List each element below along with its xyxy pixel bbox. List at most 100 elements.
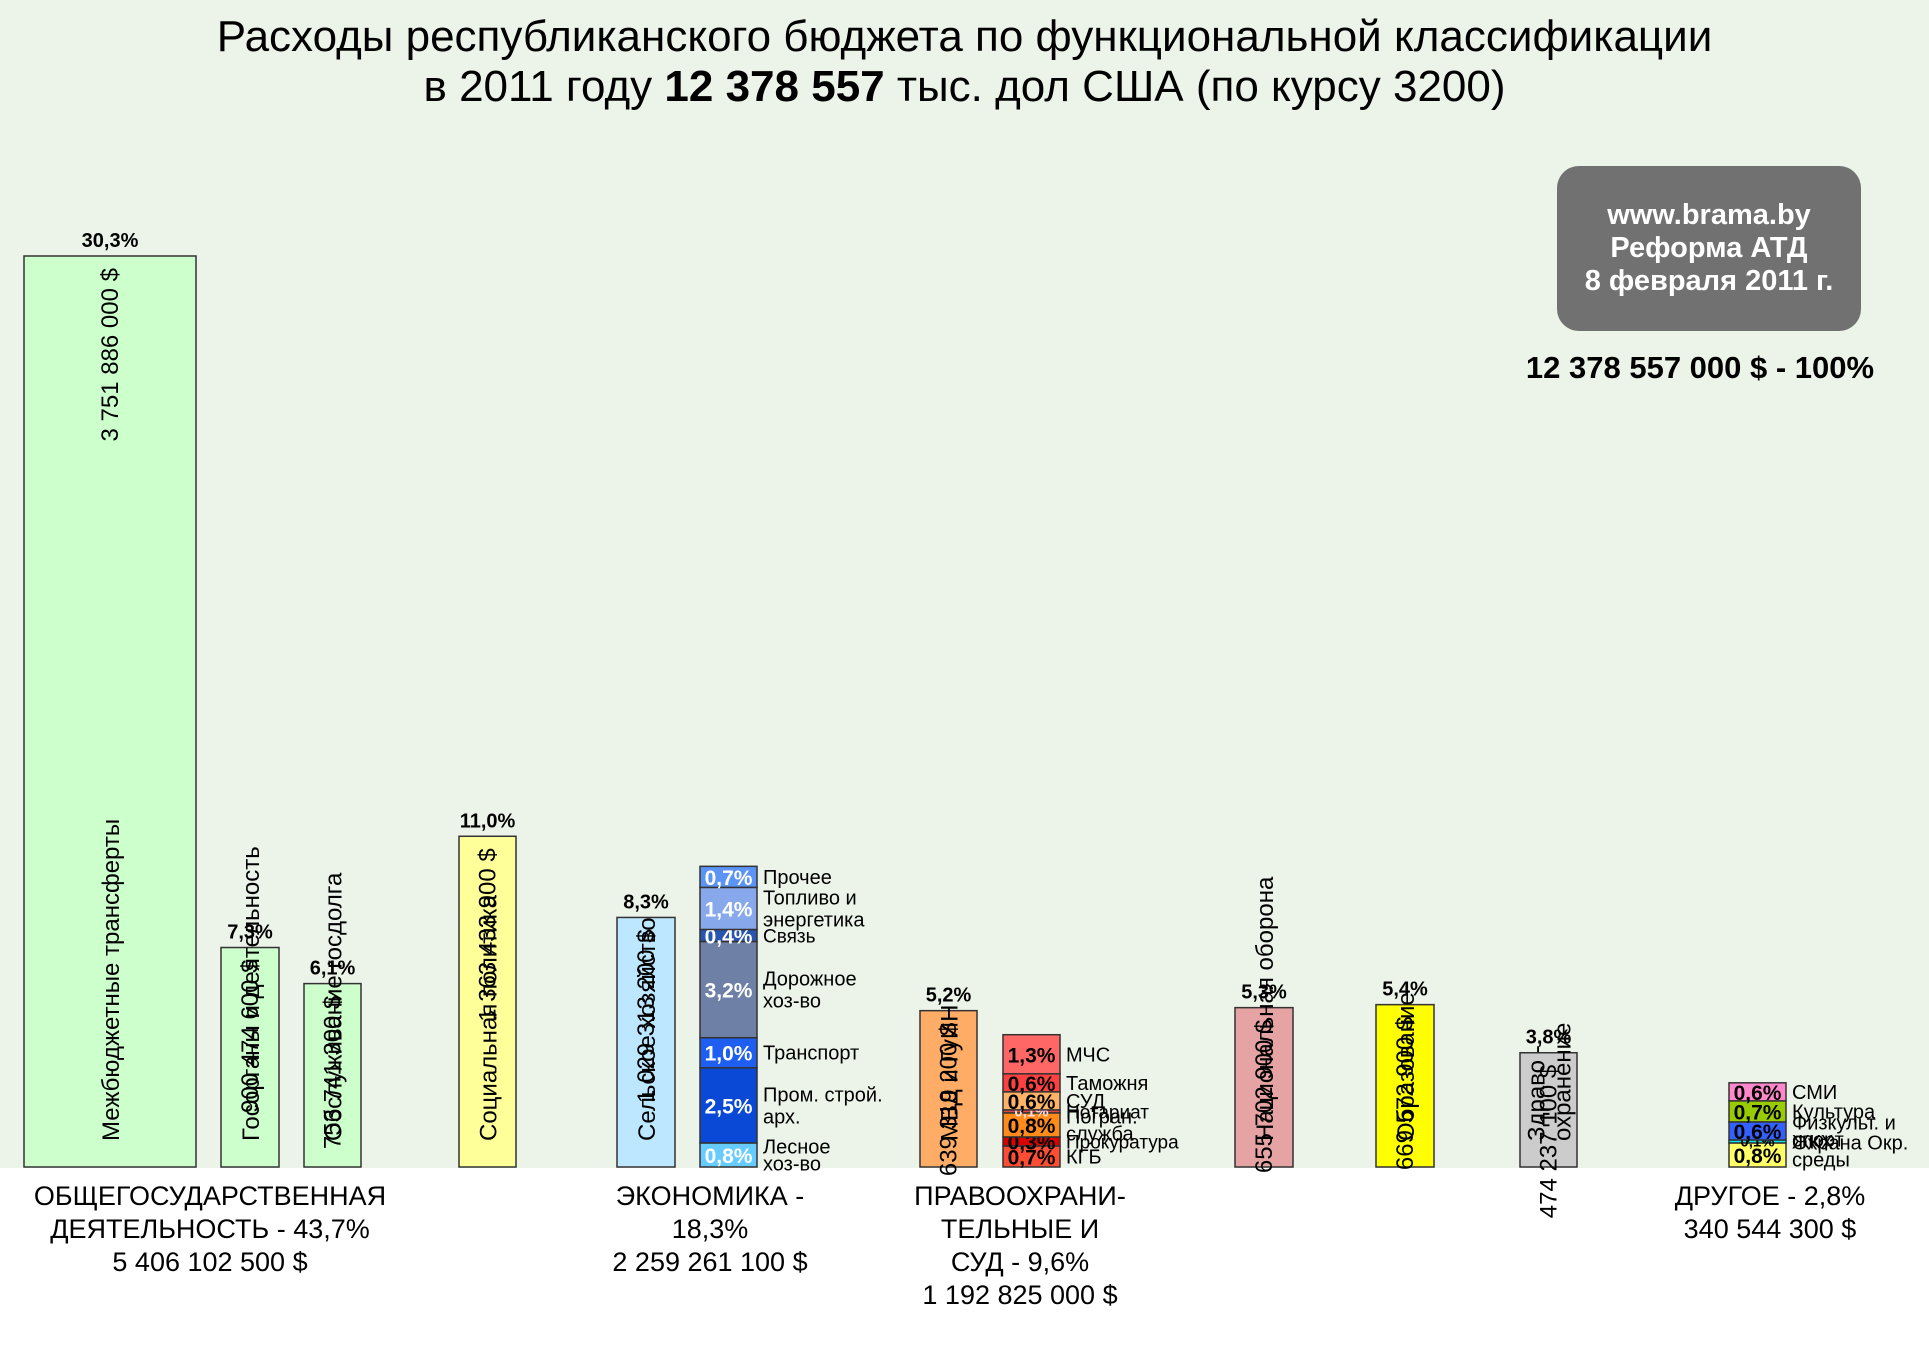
bar-2: [220, 946, 280, 1168]
stack-name-label-other-1-1: Охрана Окр.: [1792, 1132, 1908, 1154]
stack-segment-economy-2: [699, 1067, 758, 1144]
bar-category-label-3: Обслуживание госдолга: [321, 872, 348, 1141]
stack-name-label-law-3-1: Погран.: [1066, 1106, 1138, 1128]
stack-pct-label-economy-2: 2,5%: [705, 1095, 753, 1118]
bar-category-label-2: Госорганы и деятельность: [238, 846, 265, 1141]
bar-amount-label-1: 3 751 886 000 $: [97, 268, 124, 442]
stack-name-label-law-2: Прокуратура: [1066, 1132, 1179, 1153]
chart-title-line1: Расходы республиканского бюджета по функ…: [216, 12, 1713, 61]
bar-pct-label-6: 5,2%: [926, 985, 972, 1007]
group-caption-general: ОБЩЕГОСУДАРСТВЕННАЯ ДЕЯТЕЛЬНОСТЬ - 43,7%…: [10, 1180, 410, 1279]
total-budget-label: 12 378 557 000 $ - 100%: [1525, 350, 1875, 385]
stack-name-label-economy-7: Прочее: [763, 867, 832, 889]
group-general-line3: 5 406 102 500 $: [112, 1247, 308, 1277]
stack-pct-label-economy-1: 0,8%: [705, 1145, 753, 1168]
stack-name-label-other-1-2: среды: [1792, 1149, 1850, 1171]
group-law-line1: ПРАВООХРАНИ-: [914, 1181, 1126, 1211]
bar-category-label-8: Образование: [1393, 992, 1420, 1141]
bar-pct-label-5: 8,3%: [623, 891, 669, 913]
group-caption-other: ДРУГОЕ - 2,8% 340 544 300 $: [1630, 1180, 1910, 1246]
badge-date: 8 февраля 2011 г.: [1584, 265, 1834, 297]
bar-amount-label-9: 474 237 100 $: [1536, 1065, 1563, 1218]
stack-pct-label-law-1: 0,7%: [1008, 1146, 1056, 1169]
stack-pct-label-law-7: 1,3%: [1008, 1044, 1056, 1067]
stack-name-label-economy-6-1: Топливо и: [763, 887, 857, 909]
bar-category-label-9-2: охранение: [1550, 1023, 1577, 1141]
group-economy-line1: ЭКОНОМИКА -: [615, 1181, 805, 1211]
title-total-amount: 12 378 557: [664, 62, 885, 111]
stack-segment-other-5: [1728, 1082, 1787, 1102]
stack-name-label-economy-1-1: Лесное: [763, 1136, 831, 1158]
stack-segment-economy-3: [699, 1036, 758, 1069]
group-law-line4: 1 192 825 000 $: [922, 1280, 1118, 1310]
badge-project: Реформа АТД: [1610, 232, 1808, 264]
stack-name-label-economy-3: Транспорт: [763, 1043, 859, 1065]
bar-pct-label-1: 30,3%: [82, 230, 139, 252]
stack-name-label-law-1: КГБ: [1066, 1146, 1102, 1168]
stack-name-label-law-6: Таможня: [1066, 1073, 1148, 1095]
chart-title-line2: в 2011 году 12 378 557 тыс. дол США (по …: [0, 62, 1929, 112]
stack-name-label-economy-4-1: Дорожное: [763, 969, 857, 991]
stack-name-label-economy-1-2: хоз-во: [763, 1153, 821, 1175]
stack-name-label-law-3-2: служба: [1066, 1123, 1134, 1145]
bar-category-label-1: Межбюджетные трансферты: [98, 819, 125, 1141]
bar-amount-label-5: 1 029 313 200 $: [633, 929, 660, 1103]
stack-name-label-law-4: Нотариат: [1066, 1102, 1149, 1123]
group-general-line1: ОБЩЕГОСУДАРСТВЕННАЯ: [33, 1181, 387, 1211]
group-other-line1: ДРУГОЕ - 2,8%: [1674, 1181, 1866, 1211]
bar-pct-label-9: 3,8%: [1526, 1027, 1572, 1049]
stack-name-label-other-3-2: спорт: [1792, 1129, 1844, 1151]
bar-category-label-9-1: Здраво -: [1524, 1045, 1551, 1141]
group-caption-law: ПРАВООХРАНИ- ТЕЛЬНЫЕ И СУД - 9,6% 1 192 …: [880, 1180, 1160, 1312]
stack-name-label-other-2: ЖКХ: [1792, 1132, 1834, 1153]
bar-category-label-4: Социальная политика: [476, 894, 503, 1141]
stack-pct-label-law-3: 0,8%: [1008, 1115, 1056, 1138]
stack-pct-label-other-5: 0,6%: [1734, 1082, 1782, 1105]
bar-amount-label-6: 639 319 200 $: [936, 1023, 963, 1176]
title-prefix: в 2011 году: [423, 62, 653, 111]
group-other-line2: 340 544 300 $: [1683, 1214, 1857, 1244]
bar-pct-label-2: 7,3%: [227, 922, 273, 944]
stack-pct-label-economy-6: 1,4%: [705, 898, 753, 921]
stack-segment-economy-4: [699, 940, 758, 1039]
stack-name-label-economy-5: Связь: [763, 926, 816, 947]
bar-pct-label-3: 6,1%: [310, 958, 356, 980]
bar-category-label-7: Национальная оборона: [1252, 876, 1279, 1141]
bar-4: [458, 835, 517, 1168]
stack-segment-economy-7: [699, 865, 758, 889]
stack-name-label-other-3-1: Физкульт. и: [1792, 1112, 1896, 1134]
bar-amount-label-8: 669 572 900 $: [1392, 1017, 1419, 1170]
stack-name-label-law-5: СУД: [1066, 1091, 1106, 1113]
stack-pct-label-other-4: 0,7%: [1734, 1101, 1782, 1124]
badge-website: www.brama.by: [1607, 199, 1811, 231]
title-suffix: тыс. дол США (по курсу 3200): [896, 62, 1506, 111]
stack-name-label-other-4: Культура: [1792, 1101, 1876, 1123]
stack-pct-label-economy-3: 1,0%: [705, 1043, 753, 1066]
stack-pct-label-economy-4: 3,2%: [705, 980, 753, 1003]
bar-category-label-6: МВД и ГуИН: [937, 1005, 964, 1141]
stack-segment-law-7: [1002, 1033, 1061, 1075]
group-general-line2: ДЕЯТЕЛЬНОСТЬ - 43,7%: [50, 1214, 370, 1244]
bar-amount-label-4: 1 363 433 900 $: [475, 848, 502, 1022]
bar-amount-label-7: 655 702 900 $: [1251, 1020, 1278, 1173]
bar-1: [23, 255, 197, 1168]
bar-pct-label-7: 5,3%: [1241, 982, 1287, 1004]
stack-segment-economy-6: [699, 886, 758, 931]
stack-pct-label-other-1: 0,8%: [1734, 1145, 1782, 1168]
stack-pct-label-law-6: 0,6%: [1008, 1073, 1056, 1096]
group-economy-line2: 18,3%: [671, 1214, 749, 1244]
bar-5: [616, 916, 676, 1168]
stack-pct-label-law-5: 0,6%: [1008, 1091, 1056, 1114]
stack-name-label-economy-6-2: энергетика: [763, 909, 865, 931]
bar-category-label-5: Сельское хозяйство: [634, 917, 661, 1141]
stack-name-label-economy-4-2: хоз-во: [763, 991, 821, 1013]
bar-pct-label-4: 11,0%: [460, 810, 516, 832]
bar-amount-label-2: 900 474 600 $: [237, 960, 264, 1113]
bar-amount-label-3: 753 741 300 $: [320, 996, 347, 1149]
bar-9: [1519, 1051, 1578, 1168]
group-law-line3: СУД - 9,6%: [950, 1247, 1090, 1277]
stack-name-label-economy-2-2: арх.: [763, 1106, 801, 1128]
stack-pct-label-other-3: 0,6%: [1734, 1121, 1782, 1144]
